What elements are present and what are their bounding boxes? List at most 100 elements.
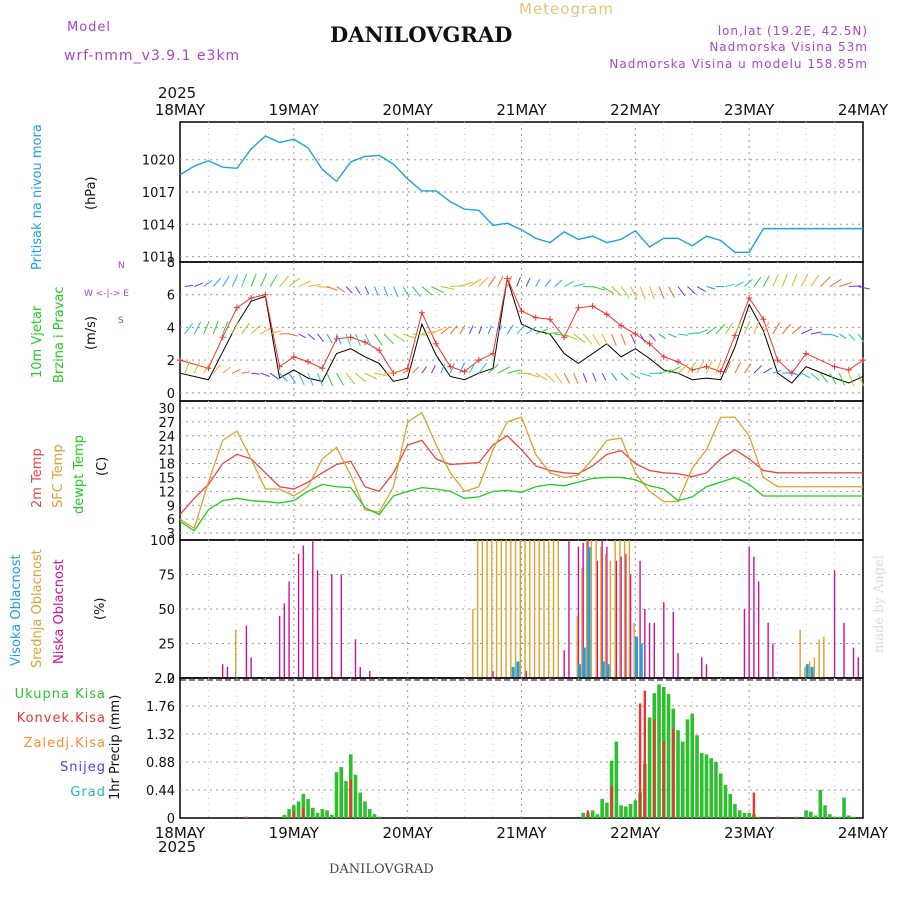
wind-gust-marker	[233, 304, 240, 311]
cloud-mid-bar	[604, 553, 607, 678]
wind-direction-arrow	[421, 330, 435, 335]
cloud-low-bar	[596, 560, 599, 678]
wind-direction-arrow	[279, 372, 288, 382]
wind-direction-arrow	[857, 333, 865, 343]
cloud-low-bar	[648, 622, 651, 678]
precip-total-bar	[605, 802, 609, 818]
wind-gust-marker	[248, 294, 255, 301]
precip-total-bar	[353, 774, 358, 818]
precip-total-bar	[728, 793, 732, 818]
cloud-low-bar	[701, 657, 703, 678]
wind-direction-arrow	[307, 333, 315, 340]
cloud-mid-bar	[505, 540, 507, 678]
precip-total-bar	[614, 741, 619, 818]
cloud-low-bar	[644, 609, 646, 678]
precip-total-bar	[320, 809, 325, 818]
wind-direction-arrow	[487, 275, 496, 287]
cloud-mid-bar	[595, 540, 597, 678]
wind-direction-arrow	[184, 360, 191, 374]
precip-total-bar	[714, 762, 718, 818]
y-tick-label-temperature: 18	[158, 458, 175, 473]
wind-direction-arrow	[649, 333, 656, 342]
wind-direction-arrow	[706, 360, 713, 374]
wind-direction-arrow	[497, 366, 511, 374]
wind-direction-arrow	[459, 281, 474, 288]
precip-convective-bar	[245, 816, 248, 818]
cloud-low-bar	[615, 560, 618, 678]
wind-direction-arrow	[696, 360, 705, 374]
cloud-low-bar	[772, 643, 774, 678]
wind-direction-arrow	[810, 331, 822, 335]
cloud-low-bar	[743, 609, 746, 678]
wind-direction-arrow	[829, 372, 837, 385]
x-tick-label-top: 19MAY	[269, 101, 320, 119]
precip-total-bar	[794, 816, 799, 818]
wind-direction-arrow	[279, 275, 289, 287]
wind-direction-arrow	[639, 286, 646, 300]
precip-total-bar	[690, 713, 695, 818]
cloud-mid-bar	[552, 540, 555, 678]
wind-direction-arrow	[250, 324, 261, 335]
wind-direction-arrow	[857, 373, 864, 387]
cloud-low-bar	[601, 540, 603, 678]
wind-gust-marker	[632, 330, 639, 337]
wind-direction-arrow	[459, 324, 466, 335]
precip-total-bar	[733, 804, 737, 818]
wind-direction-arrow	[345, 286, 353, 294]
wind-direction-arrow	[402, 367, 412, 374]
y-tick-label-pressure: 1020	[142, 154, 175, 169]
wind-direction-arrow	[478, 276, 489, 287]
cloud-low-bar	[359, 666, 361, 678]
wind-direction-arrow	[345, 372, 356, 385]
cloud-mid-bar	[524, 540, 526, 678]
cloud-low-bar	[568, 540, 570, 678]
cloud-high-bar	[601, 661, 605, 678]
precip-total-bar	[311, 807, 315, 818]
precip-total-bar	[756, 816, 761, 818]
temp-sfc-line	[179, 411, 863, 530]
wind-gust-marker	[703, 363, 710, 370]
wind-direction-arrow	[440, 326, 451, 335]
precip-total-bar	[334, 772, 339, 818]
y-tick-label-temperature: 12	[158, 485, 175, 500]
precip-total-bar	[296, 801, 301, 818]
wind-direction-arrow	[317, 286, 330, 289]
cloud-mid-bar	[614, 540, 616, 678]
wind-gust-marker	[447, 363, 454, 370]
wind-direction-arrow	[241, 273, 248, 287]
wind-gust-marker	[276, 363, 283, 370]
precip-total-bar	[685, 719, 690, 818]
precip-total-bar	[329, 814, 334, 818]
legend-total-rain: Ukupna Kisa	[14, 687, 106, 702]
wind-direction-arrow	[763, 367, 773, 374]
wind-gust-marker	[845, 366, 852, 373]
precip-total-bar	[339, 767, 344, 818]
wind-direction-arrow	[440, 286, 455, 290]
wind-direction-arrow	[753, 276, 762, 287]
cloud-low-bar	[369, 671, 371, 678]
y-tick-label-clouds: 50	[158, 603, 175, 618]
wind-direction-arrow	[601, 286, 614, 294]
wind-direction-arrow	[620, 372, 629, 381]
wind-direction-arrow	[231, 368, 241, 374]
wind-direction-arrow	[364, 286, 370, 295]
wind-direction-arrow	[573, 373, 579, 384]
cloud-low-bar	[278, 615, 281, 678]
wind-direction-arrow	[839, 333, 847, 339]
wind-gust-marker	[760, 316, 767, 323]
precip-total-bar	[363, 801, 367, 818]
wind-gust-marker	[831, 363, 838, 370]
y-tick-label-temperature: 21	[158, 444, 175, 459]
y-tick-label-wind: 4	[167, 321, 175, 336]
precip-convective-bar	[638, 703, 642, 818]
wind-direction-arrow	[355, 286, 361, 294]
wind-direction-arrow	[194, 282, 204, 287]
y-tick-label-pressure: 1014	[142, 218, 175, 233]
wind-direction-arrow	[421, 286, 433, 296]
temp-2m-line	[179, 434, 863, 515]
x-tick-label-top: 21MAY	[496, 101, 547, 119]
wind-direction-arrow	[658, 369, 672, 374]
wind-direction-arrow	[715, 360, 722, 374]
y-tick-label-temperature: 27	[158, 416, 175, 431]
wind-direction-arrow	[374, 286, 379, 296]
